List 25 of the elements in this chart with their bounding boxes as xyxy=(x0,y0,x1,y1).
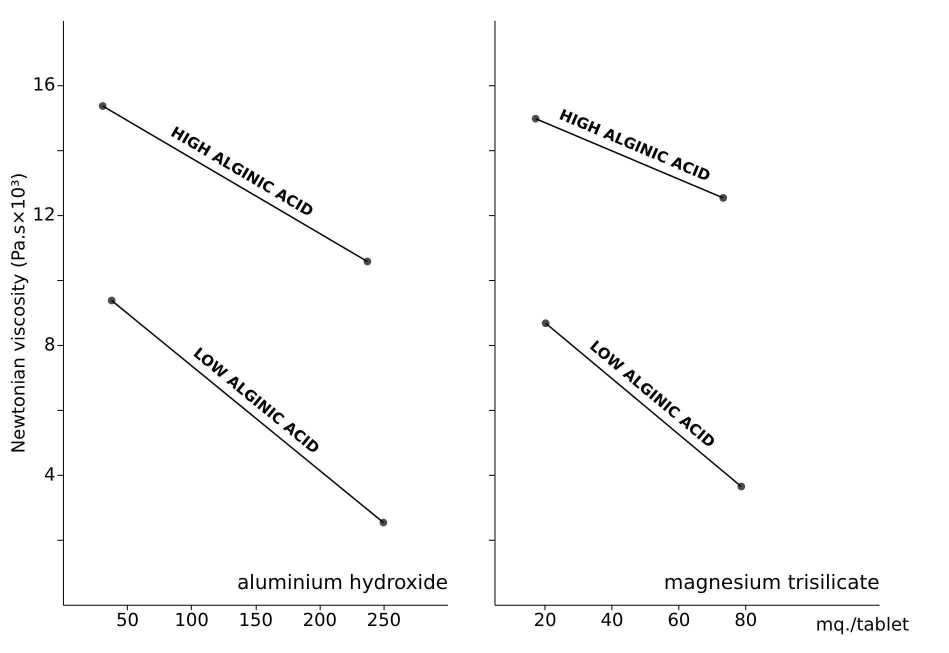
x-tick-label: 100 xyxy=(174,610,209,632)
point xyxy=(98,102,107,110)
point xyxy=(380,518,388,526)
point xyxy=(542,319,550,328)
x-tick-label: 150 xyxy=(238,610,273,632)
x-tick-label: 250 xyxy=(366,610,402,632)
x-tick-label: 40 xyxy=(600,610,624,632)
point xyxy=(737,482,746,490)
x-axis-title: magnesium trisilicate xyxy=(664,570,880,594)
point xyxy=(364,258,372,266)
x-tick-label: 50 xyxy=(116,610,139,632)
x-axis-title: aluminium hydroxide xyxy=(237,570,448,594)
y-tick-label: 8 xyxy=(44,334,56,356)
x-tick-label: 200 xyxy=(302,610,337,632)
y-tick-label: 16 xyxy=(32,74,56,96)
point xyxy=(532,114,540,123)
x-tick-label: 60 xyxy=(667,610,690,632)
y-tick-label: 4 xyxy=(44,464,56,486)
x-tick-label: 20 xyxy=(534,610,557,632)
x-tick-label: 80 xyxy=(734,610,758,632)
point xyxy=(719,194,728,202)
y-axis-title: Newtonian viscosity (Pa.s×10³) xyxy=(8,172,30,454)
point xyxy=(108,296,116,304)
y-tick-label: 12 xyxy=(32,204,56,226)
text: mq./tablet xyxy=(816,614,910,636)
